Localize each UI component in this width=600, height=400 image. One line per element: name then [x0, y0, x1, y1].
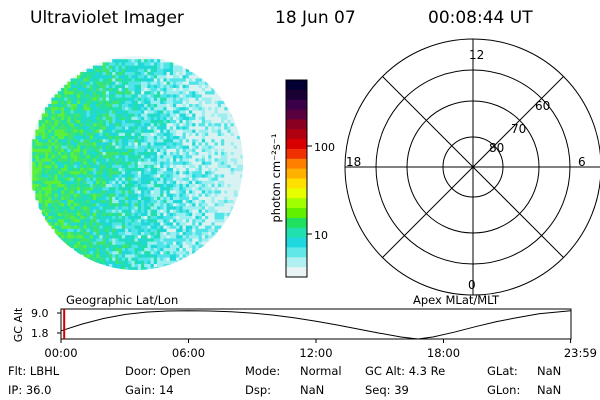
colorbar-frame	[285, 79, 308, 278]
status-door: Door: Open	[125, 364, 191, 378]
status-gc-alt: GC Alt: 4.3 Re	[365, 364, 446, 378]
polar-diagonal-2	[382, 76, 564, 258]
mlat-label-70: 70	[511, 122, 526, 136]
altitude-ylabel: GC Alt	[12, 307, 25, 342]
colorbar-segment	[286, 89, 307, 101]
altitude-xtick-label: 23:59	[564, 346, 597, 360]
status-filter: Flt: LBHL	[8, 364, 60, 378]
colorbar-segment	[286, 188, 307, 199]
uv-image-disk	[29, 56, 243, 270]
status-gain: Gain: 14	[125, 383, 174, 397]
colorbar-segment	[286, 257, 307, 268]
mlt-label-18: 18	[346, 155, 361, 169]
status-mode-label: Mode:	[245, 364, 281, 378]
colorbar-segment	[286, 208, 307, 219]
colorbar-segment	[286, 129, 307, 140]
altitude-ytick-1-8: 1.8	[31, 327, 49, 340]
colorbar-segment	[286, 119, 307, 130]
colorbar-segment	[286, 237, 307, 249]
altitude-xtick-label: 06:00	[172, 346, 205, 360]
colorbar-segment	[286, 217, 307, 229]
instrument-title: Ultraviolet Imager	[30, 8, 184, 28]
geographic-projection-label: Geographic Lat/Lon	[66, 293, 178, 307]
mlat-label-60: 60	[535, 99, 550, 113]
status-glat-label: GLat:	[487, 364, 518, 378]
colorbar-segment	[286, 139, 307, 150]
colorbar-label-100: 100	[314, 141, 335, 154]
altitude-ytick-9: 9.0	[31, 307, 49, 320]
status-glon-value: NaN	[537, 383, 562, 397]
mlt-label-6: 6	[578, 155, 586, 169]
colorbar-segment	[286, 158, 307, 170]
altitude-xtick-label: 18:00	[427, 346, 460, 360]
colorbar-segment	[286, 80, 307, 91]
colorbar-label-10: 10	[314, 229, 328, 242]
mlt-label-0: 0	[468, 278, 476, 292]
colorbar-segment	[286, 99, 307, 111]
status-dsp-label: Dsp:	[245, 383, 272, 397]
status-dsp-value: NaN	[300, 383, 325, 397]
status-glat-value: NaN	[537, 364, 562, 378]
status-ip: IP: 36.0	[8, 383, 52, 397]
colorbar-segment	[286, 178, 307, 189]
date-label: 18 Jun 07	[275, 8, 356, 28]
colorbar-unit-label: photon cm⁻²s⁻¹	[269, 134, 283, 223]
status-seq: Seq: 39	[365, 383, 409, 397]
colorbar-segment	[286, 109, 307, 120]
mlat-label-80: 80	[489, 141, 504, 155]
colorbar-segment	[286, 247, 307, 258]
polar-grid	[344, 38, 600, 296]
time-label: 00:08:44 UT	[428, 8, 533, 28]
colorbar-segment	[286, 227, 307, 239]
mlt-label-12: 12	[469, 48, 484, 62]
altitude-xtick-label: 00:00	[44, 346, 77, 360]
colorbar-segment	[286, 198, 307, 209]
status-mode-value: Normal	[300, 364, 342, 378]
colorbar	[286, 80, 307, 278]
apex-projection-label: Apex MLat/MLT	[413, 293, 500, 307]
altitude-xtick-label: 12:00	[299, 346, 332, 360]
colorbar-segment	[286, 267, 307, 278]
colorbar-segment	[286, 148, 307, 160]
colorbar-segment	[286, 168, 307, 180]
status-glon-label: GLon:	[487, 383, 521, 397]
altitude-curve	[60, 310, 571, 340]
